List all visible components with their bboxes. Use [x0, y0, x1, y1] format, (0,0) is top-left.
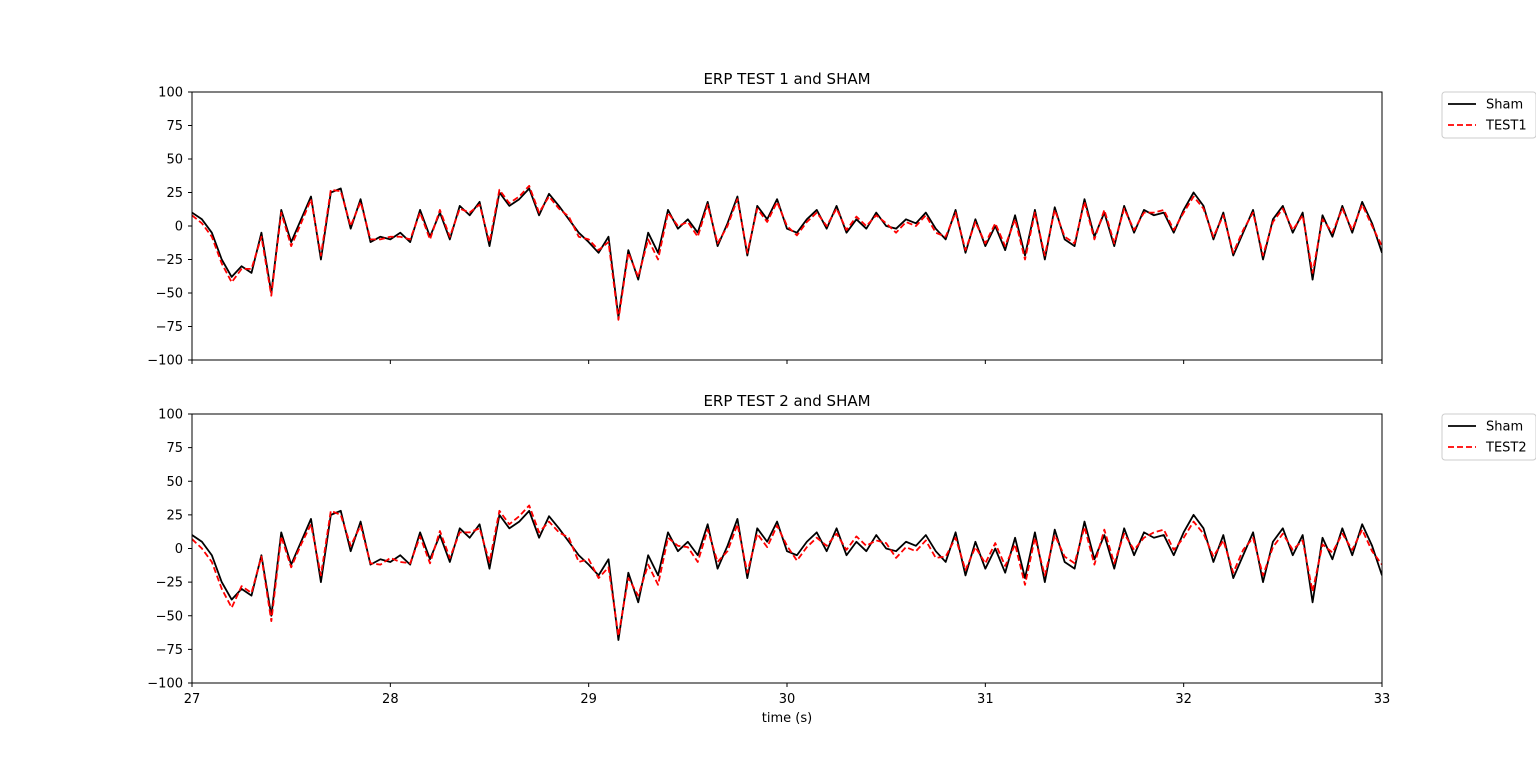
y-tick-label: −100 [147, 677, 183, 692]
x-tick-label: 32 [1175, 692, 1192, 707]
x-tick-label: 31 [977, 692, 994, 707]
subplot-1-title: ERP TEST 1 and SHAM [703, 70, 870, 88]
y-tick-label: 25 [166, 508, 183, 523]
y-tick-label: −50 [156, 609, 183, 624]
x-tick-label: 28 [382, 692, 399, 707]
legend-label: TEST2 [1485, 441, 1527, 456]
y-tick-label: 0 [175, 220, 183, 235]
legend-label: TEST1 [1485, 119, 1527, 134]
y-tick-label: 50 [166, 153, 183, 168]
y-tick-label: 0 [175, 542, 183, 557]
y-tick-label: 75 [166, 119, 183, 134]
y-tick-label: 50 [166, 475, 183, 490]
y-tick-label: −25 [156, 576, 183, 591]
subplot-2-legend: Sham TEST2 [1441, 413, 1536, 461]
y-tick-label: 25 [166, 186, 183, 201]
series-line-sham [192, 509, 1382, 641]
x-tick-label: 30 [779, 692, 796, 707]
legend-label: Sham [1486, 420, 1523, 435]
y-tick-label: 100 [158, 86, 183, 101]
subplot-1-legend: Sham TEST1 [1441, 91, 1536, 139]
series-line-test1 [192, 184, 1382, 321]
y-tick-label: −75 [156, 643, 183, 658]
y-tick-label: −25 [156, 253, 183, 268]
x-tick-label: 29 [580, 692, 597, 707]
subplot-2: ERP TEST 2 and SHAM −100 −75 −50 −25 0 25 50 75… [147, 392, 1536, 726]
x-axis-label: time (s) [762, 711, 812, 726]
subplot-1: ERP TEST 1 and SHAM −100 −75 −50 −25 0 25 50 75… [147, 70, 1536, 369]
series-line-sham [192, 187, 1382, 319]
y-tick-label: −50 [156, 287, 183, 302]
x-tick-label: 27 [184, 692, 201, 707]
y-tick-label: 75 [166, 441, 183, 456]
series-line-test2 [192, 504, 1382, 637]
y-tick-label: −75 [156, 320, 183, 335]
legend-label: Sham [1486, 98, 1523, 113]
subplot-2-title: ERP TEST 2 and SHAM [703, 392, 870, 410]
y-tick-label: −100 [147, 354, 183, 369]
y-tick-label: 100 [158, 408, 183, 423]
x-tick-label: 33 [1374, 692, 1391, 707]
